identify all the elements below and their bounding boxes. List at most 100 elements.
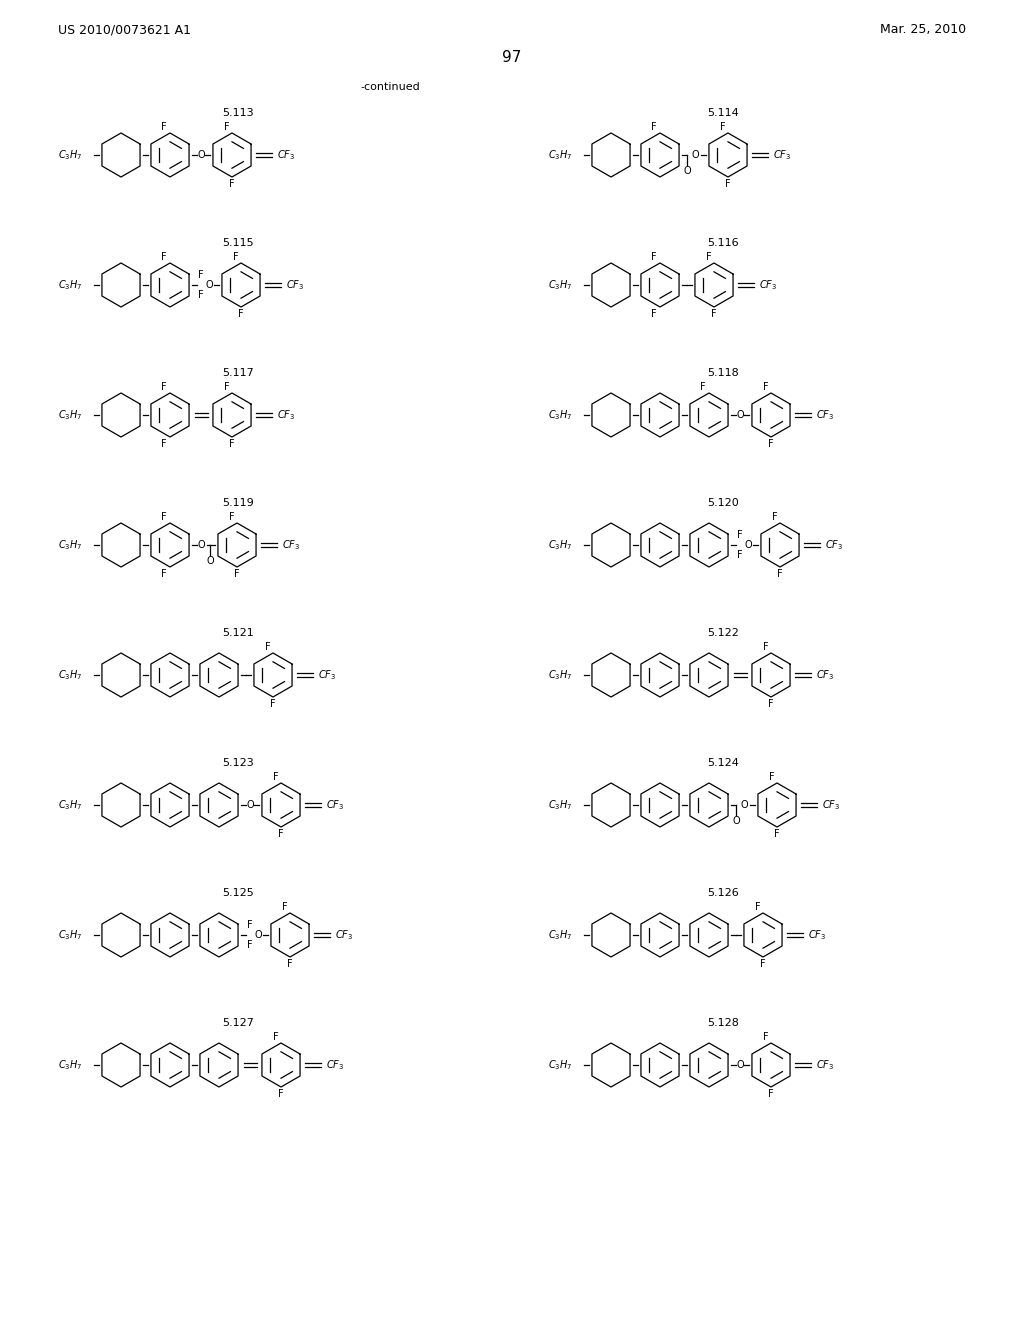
Text: $CF_3$: $CF_3$	[773, 148, 792, 162]
Text: $C_3H_7$: $C_3H_7$	[548, 408, 572, 422]
Text: O: O	[732, 816, 739, 826]
Text: 5.124: 5.124	[707, 758, 739, 768]
Text: $CF_3$: $CF_3$	[286, 279, 304, 292]
Text: $CF_3$: $CF_3$	[326, 1059, 344, 1072]
Text: F: F	[700, 381, 706, 392]
Text: $C_3H_7$: $C_3H_7$	[548, 668, 572, 682]
Text: F: F	[755, 902, 761, 912]
Text: F: F	[283, 902, 288, 912]
Text: 5.119: 5.119	[222, 498, 254, 508]
Text: F: F	[161, 121, 167, 132]
Text: F: F	[777, 569, 782, 579]
Text: $CF_3$: $CF_3$	[326, 799, 344, 812]
Text: $CF_3$: $CF_3$	[816, 408, 835, 422]
Text: $C_3H_7$: $C_3H_7$	[58, 1059, 83, 1072]
Text: $CF_3$: $CF_3$	[822, 799, 840, 812]
Text: F: F	[651, 121, 656, 132]
Text: $C_3H_7$: $C_3H_7$	[58, 928, 83, 942]
Text: O: O	[198, 150, 205, 160]
Text: O: O	[205, 280, 213, 290]
Text: F: F	[725, 180, 731, 189]
Text: O: O	[198, 540, 205, 550]
Text: 5.127: 5.127	[222, 1018, 254, 1028]
Text: F: F	[265, 642, 270, 652]
Text: F: F	[199, 271, 204, 280]
Text: F: F	[768, 1089, 774, 1100]
Text: O: O	[744, 540, 752, 550]
Text: F: F	[651, 252, 656, 261]
Text: $CF_3$: $CF_3$	[282, 539, 300, 552]
Text: F: F	[774, 829, 780, 840]
Text: 5.116: 5.116	[708, 238, 738, 248]
Text: F: F	[229, 512, 234, 521]
Text: F: F	[161, 440, 167, 449]
Text: $C_3H_7$: $C_3H_7$	[58, 279, 83, 292]
Text: F: F	[763, 381, 769, 392]
Text: F: F	[763, 642, 769, 652]
Text: F: F	[279, 829, 284, 840]
Text: $CF_3$: $CF_3$	[816, 1059, 835, 1072]
Text: F: F	[273, 772, 279, 781]
Text: $C_3H_7$: $C_3H_7$	[58, 408, 83, 422]
Text: 5.118: 5.118	[708, 368, 739, 378]
Text: $C_3H_7$: $C_3H_7$	[548, 799, 572, 812]
Text: $CF_3$: $CF_3$	[759, 279, 777, 292]
Text: $C_3H_7$: $C_3H_7$	[548, 928, 572, 942]
Text: O: O	[736, 1060, 743, 1071]
Text: 5.126: 5.126	[708, 888, 739, 898]
Text: 97: 97	[503, 49, 521, 65]
Text: 5.122: 5.122	[707, 628, 739, 638]
Text: 5.113: 5.113	[222, 108, 254, 117]
Text: F: F	[712, 309, 717, 319]
Text: $C_3H_7$: $C_3H_7$	[548, 539, 572, 552]
Text: Mar. 25, 2010: Mar. 25, 2010	[880, 24, 966, 37]
Text: F: F	[651, 309, 656, 319]
Text: F: F	[161, 569, 167, 579]
Text: $C_3H_7$: $C_3H_7$	[548, 1059, 572, 1072]
Text: $C_3H_7$: $C_3H_7$	[58, 539, 83, 552]
Text: F: F	[768, 440, 774, 449]
Text: F: F	[737, 550, 742, 560]
Text: 5.125: 5.125	[222, 888, 254, 898]
Text: F: F	[247, 920, 253, 931]
Text: F: F	[234, 569, 240, 579]
Text: F: F	[199, 290, 204, 300]
Text: $CF_3$: $CF_3$	[808, 928, 826, 942]
Text: $CF_3$: $CF_3$	[335, 928, 353, 942]
Text: $CF_3$: $CF_3$	[278, 408, 295, 422]
Text: 5.117: 5.117	[222, 368, 254, 378]
Text: F: F	[224, 381, 229, 392]
Text: $CF_3$: $CF_3$	[278, 148, 295, 162]
Text: F: F	[161, 252, 167, 261]
Text: F: F	[768, 700, 774, 709]
Text: $C_3H_7$: $C_3H_7$	[548, 148, 572, 162]
Text: 5.115: 5.115	[222, 238, 254, 248]
Text: F: F	[287, 960, 293, 969]
Text: -continued: -continued	[360, 82, 420, 92]
Text: $C_3H_7$: $C_3H_7$	[58, 799, 83, 812]
Text: $C_3H_7$: $C_3H_7$	[58, 148, 83, 162]
Text: F: F	[769, 772, 775, 781]
Text: F: F	[737, 531, 742, 540]
Text: $CF_3$: $CF_3$	[318, 668, 336, 682]
Text: F: F	[270, 700, 275, 709]
Text: F: F	[239, 309, 244, 319]
Text: 5.128: 5.128	[707, 1018, 739, 1028]
Text: O: O	[691, 150, 698, 160]
Text: O: O	[254, 931, 262, 940]
Text: F: F	[760, 960, 766, 969]
Text: F: F	[763, 1032, 769, 1041]
Text: $C_3H_7$: $C_3H_7$	[58, 668, 83, 682]
Text: O: O	[740, 800, 748, 810]
Text: F: F	[224, 121, 229, 132]
Text: O: O	[246, 800, 254, 810]
Text: F: F	[233, 252, 239, 261]
Text: F: F	[707, 252, 712, 261]
Text: O: O	[736, 411, 743, 420]
Text: O: O	[206, 556, 214, 566]
Text: $CF_3$: $CF_3$	[816, 668, 835, 682]
Text: F: F	[720, 121, 726, 132]
Text: F: F	[273, 1032, 279, 1041]
Text: F: F	[229, 440, 234, 449]
Text: F: F	[279, 1089, 284, 1100]
